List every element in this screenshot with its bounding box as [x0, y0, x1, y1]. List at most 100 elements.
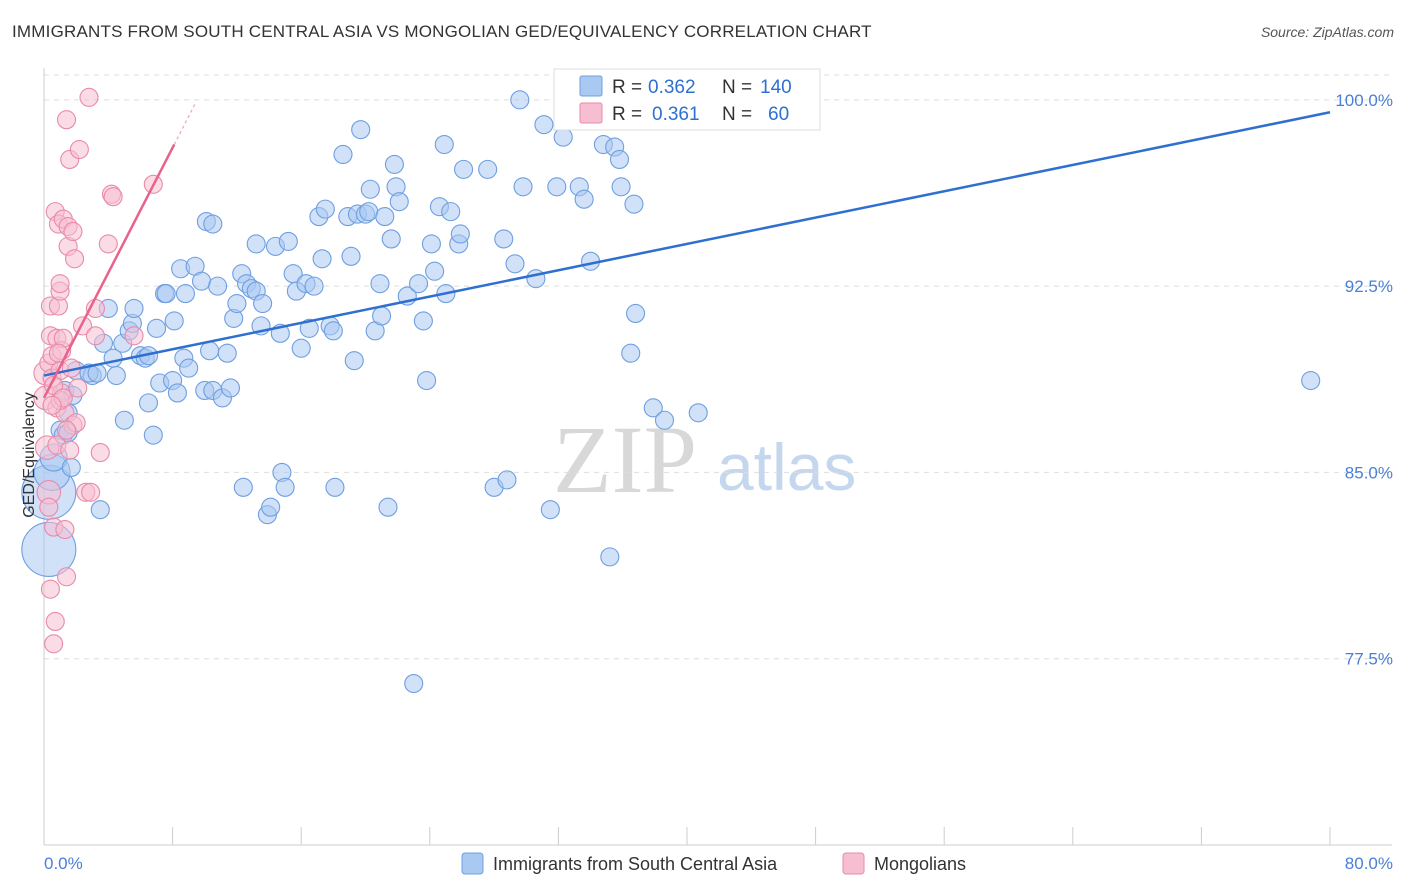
y-tick-label: 100.0%	[1335, 91, 1393, 110]
watermark-atlas: atlas	[717, 430, 856, 504]
data-point	[304, 276, 324, 296]
data-point	[175, 284, 196, 304]
data-point	[124, 326, 144, 346]
x-tick-label-max: 80.0%	[1345, 854, 1393, 873]
legend-blue-n-value: 140	[760, 77, 792, 98]
data-point	[540, 500, 560, 520]
data-point	[79, 87, 99, 107]
data-point	[200, 341, 220, 361]
data-point	[626, 303, 646, 324]
data-point	[179, 358, 199, 378]
data-point	[208, 276, 228, 296]
data-point	[299, 318, 319, 338]
data-point	[156, 284, 176, 304]
data-point	[275, 477, 295, 497]
data-point	[344, 351, 364, 371]
data-point	[408, 274, 429, 294]
data-point	[621, 343, 641, 363]
data-point	[359, 202, 379, 222]
data-point	[261, 497, 281, 517]
bottom-legend-pink-swatch	[842, 852, 865, 875]
grid-lines	[44, 74, 1392, 660]
data-point	[413, 311, 433, 331]
data-point	[434, 134, 454, 155]
legend-pink-r-value: 0.361	[652, 104, 700, 125]
data-point	[654, 410, 675, 430]
bottom-legend-blue-swatch	[461, 852, 484, 875]
data-point	[55, 519, 75, 540]
data-point	[138, 393, 159, 413]
data-point	[360, 179, 380, 199]
data-point	[513, 177, 533, 197]
data-point	[85, 326, 105, 346]
data-point	[478, 159, 498, 179]
data-point	[351, 120, 371, 140]
data-point	[441, 202, 461, 222]
data-point	[146, 318, 167, 338]
data-point	[143, 425, 163, 445]
data-point	[600, 547, 620, 567]
data-point	[421, 234, 441, 254]
legend-blue-n-label: N =	[722, 77, 752, 98]
data-point	[624, 194, 644, 214]
data-point	[291, 338, 311, 358]
data-point	[44, 634, 64, 654]
data-point	[547, 177, 567, 197]
data-point	[64, 249, 85, 269]
bottom-legend: Immigrants from South Central Asia Mongo…	[461, 852, 966, 875]
data-point	[404, 673, 424, 694]
data-point	[114, 410, 134, 430]
legend-blue-r-value: 0.362	[648, 77, 696, 98]
data-point	[61, 457, 81, 478]
data-point	[42, 395, 62, 415]
data-point	[227, 293, 247, 314]
data-point	[312, 249, 332, 269]
data-point	[106, 365, 126, 386]
data-point	[378, 497, 398, 517]
data-point	[246, 234, 266, 254]
y-axis-label: GED/Equivalency	[21, 392, 38, 517]
data-point	[505, 254, 525, 274]
trend-lines	[42, 103, 1331, 399]
data-point	[323, 321, 343, 341]
data-point	[56, 420, 77, 440]
data-point	[124, 298, 144, 319]
watermark-zip: ZIP	[553, 406, 697, 513]
data-point	[333, 144, 353, 165]
data-point	[60, 440, 80, 460]
data-point	[81, 482, 101, 502]
data-point	[50, 274, 70, 294]
y-tick-label: 92.5%	[1345, 277, 1393, 296]
data-point	[1301, 370, 1321, 391]
data-point	[510, 90, 530, 110]
data-point	[233, 477, 253, 497]
data-point	[384, 154, 404, 174]
data-point	[372, 306, 392, 326]
data-point	[164, 311, 184, 331]
chart-title: IMMIGRANTS FROM SOUTH CENTRAL ASIA VS MO…	[12, 22, 872, 41]
data-point	[688, 403, 708, 423]
data-point	[103, 187, 123, 207]
y-tick-label: 85.0%	[1345, 463, 1393, 482]
source-credit: Source: ZipAtlas.com	[1260, 24, 1394, 40]
data-point	[40, 579, 60, 599]
data-point	[325, 477, 345, 497]
data-point	[534, 115, 554, 135]
legend-blue-r-label: R =	[612, 77, 642, 98]
data-point	[203, 214, 223, 234]
y-tick-labels: 77.5% 85.0% 92.5% 100.0%	[1335, 91, 1393, 669]
data-point	[375, 207, 395, 227]
data-point	[68, 378, 88, 398]
data-point	[341, 246, 361, 266]
data-point	[45, 611, 65, 632]
data-point	[417, 370, 437, 391]
data-point	[56, 567, 77, 587]
series-blue-points	[21, 90, 1321, 694]
data-point	[370, 274, 390, 294]
data-point	[381, 229, 401, 249]
data-point	[217, 343, 237, 363]
data-point	[497, 470, 517, 490]
data-point	[315, 199, 335, 219]
data-point	[63, 221, 83, 242]
